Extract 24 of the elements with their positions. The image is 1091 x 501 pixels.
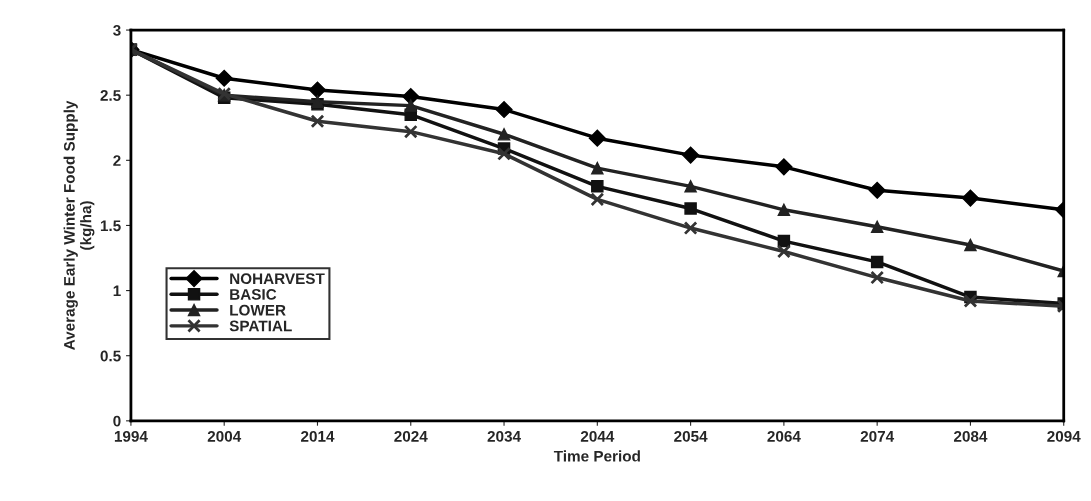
y-axis-title: Average Early Winter Food Supply (kg/ha) [63,100,95,350]
x-tick-label: 2064 [767,430,801,442]
x-tick-label: 2044 [580,430,615,442]
legend-label: SPATIAL [229,320,292,332]
y-tick-label: 0.5 [100,350,121,362]
x-tick-label: 1994 [114,430,148,442]
x-tick-label: 2014 [301,430,335,442]
x-tick-label: 2074 [860,430,895,442]
legend-label: LOWER [230,304,286,316]
x-tick-label: 2004 [207,430,242,442]
legend-label: NOHARVEST [230,273,325,285]
y-tick-label: 1.5 [100,220,121,232]
y-tick-label: 2 [113,155,121,166]
legend-label: BASIC [230,289,277,300]
x-tick-label: 2034 [487,430,521,442]
y-tick-label: 1 [113,285,121,297]
y-tick-label: 2.5 [100,90,121,101]
y-tick-label: 3 [113,24,121,36]
x-tick-label: 2024 [394,430,428,442]
x-tick-label: 2054 [674,430,708,442]
x-axis-title: Time Period [553,450,640,462]
x-tick-label: 2094 [1047,430,1081,442]
y-tick-label: 0 [113,415,121,427]
x-tick-label: 2084 [953,430,988,442]
